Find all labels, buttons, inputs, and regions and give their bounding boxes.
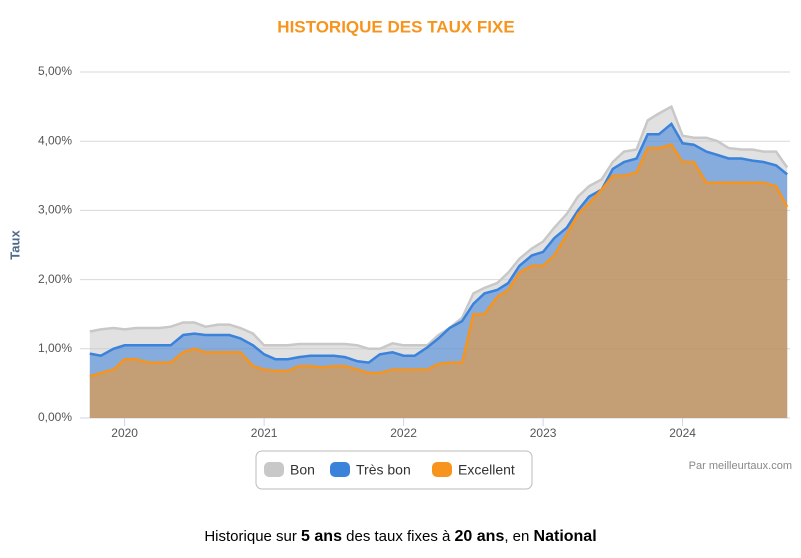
x-tick-label: 2021 xyxy=(251,426,278,440)
footer-bold: 5 ans xyxy=(301,528,342,545)
footer-text: , en xyxy=(504,528,534,545)
y-axis-title: Taux xyxy=(7,230,22,260)
line xyxy=(89,121,788,364)
legend-label: Très bon xyxy=(356,462,411,478)
legend-label: Excellent xyxy=(458,462,515,478)
footer-text: des taux fixes à xyxy=(341,528,455,545)
chart-title: HISTORIQUE DES TAUX FIXE xyxy=(277,17,514,36)
y-tick-label: 4,00% xyxy=(38,133,72,147)
x-tick-label: 2020 xyxy=(111,426,138,440)
legend-label: Bon xyxy=(290,462,315,478)
x-tick-label: 2023 xyxy=(530,426,557,440)
line xyxy=(89,104,789,351)
footer-bold: National xyxy=(533,528,597,545)
footer-text: Historique sur xyxy=(204,528,302,545)
x-tick-label: 2022 xyxy=(390,426,417,440)
y-tick-label: 0,00% xyxy=(38,410,72,424)
y-tick-label: 1,00% xyxy=(38,341,72,355)
area xyxy=(89,144,788,418)
credits: Par meilleurtaux.com xyxy=(689,460,792,472)
legend-swatch xyxy=(330,462,350,477)
footer-bold: 20 ans xyxy=(454,528,505,545)
y-tick-label: 3,00% xyxy=(38,203,72,217)
chart: HISTORIQUE DES TAUX FIXE Taux Par meille… xyxy=(7,17,792,490)
legend-swatch xyxy=(264,462,284,477)
footer: Historique sur 5 ans des taux fixes à 20… xyxy=(0,528,801,546)
y-tick-label: 5,00% xyxy=(38,64,72,78)
x-tick-label: 2024 xyxy=(669,426,696,440)
legend-box xyxy=(255,450,533,490)
line xyxy=(89,143,789,378)
legend-swatch xyxy=(432,462,452,477)
plot: 0,00% 1,00% 2,00% 3,00% 4,00% 5,00% 2020 2021 20… xyxy=(38,64,790,477)
y-tick-label: 2,00% xyxy=(38,272,72,286)
